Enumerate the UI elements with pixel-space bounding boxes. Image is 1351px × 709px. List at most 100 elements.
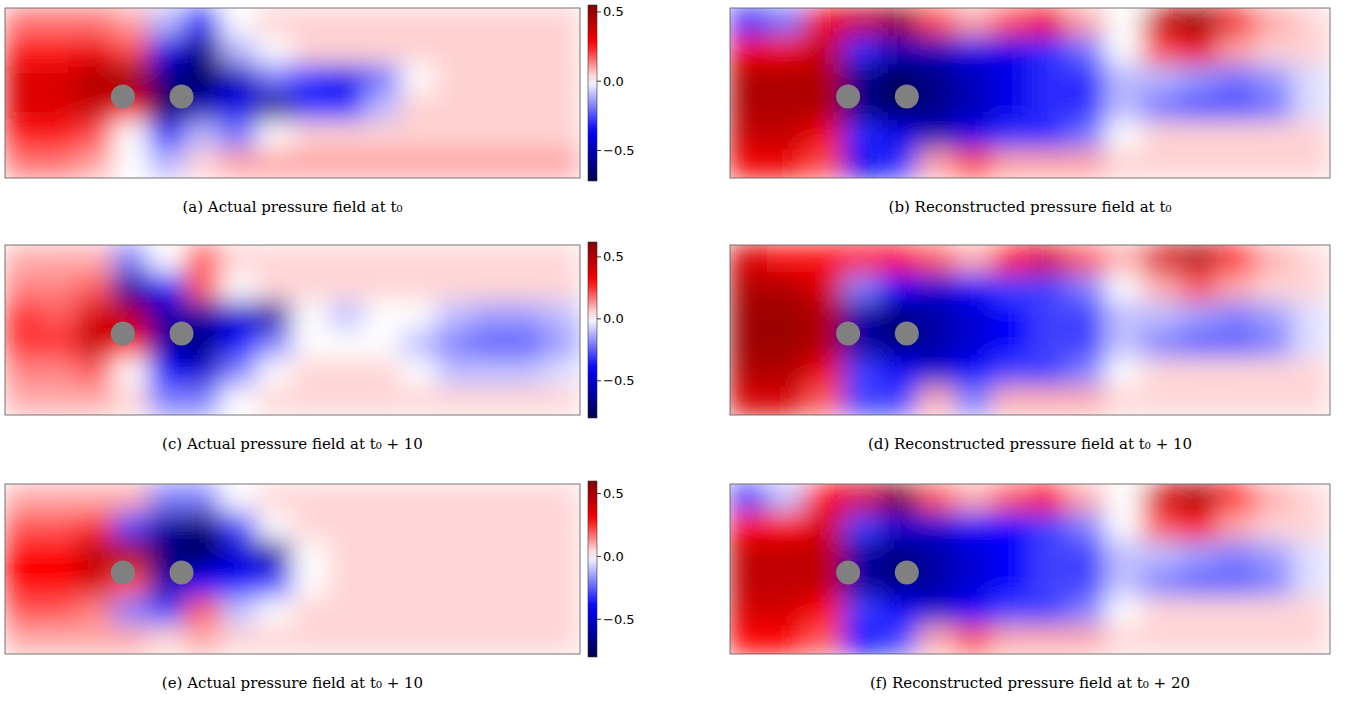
cell [400,273,437,302]
cell [40,569,77,598]
cell [220,121,257,150]
cell [184,386,221,415]
cell [1180,8,1219,37]
cell [805,540,844,569]
cell [328,273,365,302]
cell [1030,512,1069,541]
cell [767,512,806,541]
cell [1067,149,1106,178]
cell [842,625,881,654]
cell [256,540,293,569]
cell [1180,273,1219,302]
cell [40,540,77,569]
cell [805,484,844,513]
cell [805,273,844,302]
heatmap-panel [5,8,580,178]
cell [1255,330,1294,359]
cell [292,149,329,178]
cell [508,540,545,569]
cell [472,569,509,598]
cell [364,245,401,274]
cell [955,121,994,150]
cell [5,121,41,150]
cell [400,301,437,330]
cell [1067,569,1106,598]
cell [76,569,113,598]
cell [1142,301,1181,330]
cell [1217,569,1256,598]
cell [148,36,185,65]
cell [256,245,293,274]
cell [1292,273,1330,302]
cell [1217,358,1256,387]
cell [1255,273,1294,302]
cell [1030,64,1069,93]
cell [842,273,881,302]
cell [112,512,149,541]
cell [1217,625,1256,654]
cell [40,64,77,93]
cell [508,512,545,541]
cell [767,386,806,415]
cell [544,301,580,330]
cell [805,245,844,274]
cell [1255,540,1294,569]
field [730,8,1330,178]
cell [1180,121,1219,150]
cell [5,8,41,37]
cell [184,273,221,302]
cell [730,625,768,654]
cell [40,8,77,37]
cell [1180,625,1219,654]
cell [292,330,329,359]
cell [1105,273,1144,302]
cell [767,540,806,569]
cell [364,330,401,359]
cell [400,245,437,274]
panel-frame [730,8,1330,178]
cell [76,36,113,65]
cell [992,64,1031,93]
cell [40,93,77,122]
heatmap-panel [5,484,580,654]
cell [40,597,77,626]
cell [842,386,881,415]
cell [220,358,257,387]
cell [1292,569,1330,598]
cell [842,597,881,626]
cell [1180,330,1219,359]
cell [40,301,77,330]
cell [955,245,994,274]
cell [1030,273,1069,302]
colorbar-tick [597,493,601,494]
cell [508,121,545,150]
cell [1292,93,1330,122]
cell [730,93,768,122]
colorbar-tick-label: −0.5 [603,373,635,388]
cell [220,330,257,359]
cell [1180,358,1219,387]
cell [1067,301,1106,330]
cell [1030,358,1069,387]
cell [842,149,881,178]
cell [1217,484,1256,513]
cell [400,330,437,359]
cell [1142,8,1181,37]
cell [5,245,41,274]
cell [508,625,545,654]
cell [472,245,509,274]
cell [1142,358,1181,387]
cell [1030,36,1069,65]
cell [842,36,881,65]
cell [508,386,545,415]
cell [1217,121,1256,150]
cell [767,330,806,359]
cell [1067,330,1106,359]
cell [1067,512,1106,541]
cell [472,386,509,415]
cell [256,36,293,65]
cell [112,36,149,65]
cell [148,484,185,513]
cell [364,512,401,541]
cell [767,8,806,37]
